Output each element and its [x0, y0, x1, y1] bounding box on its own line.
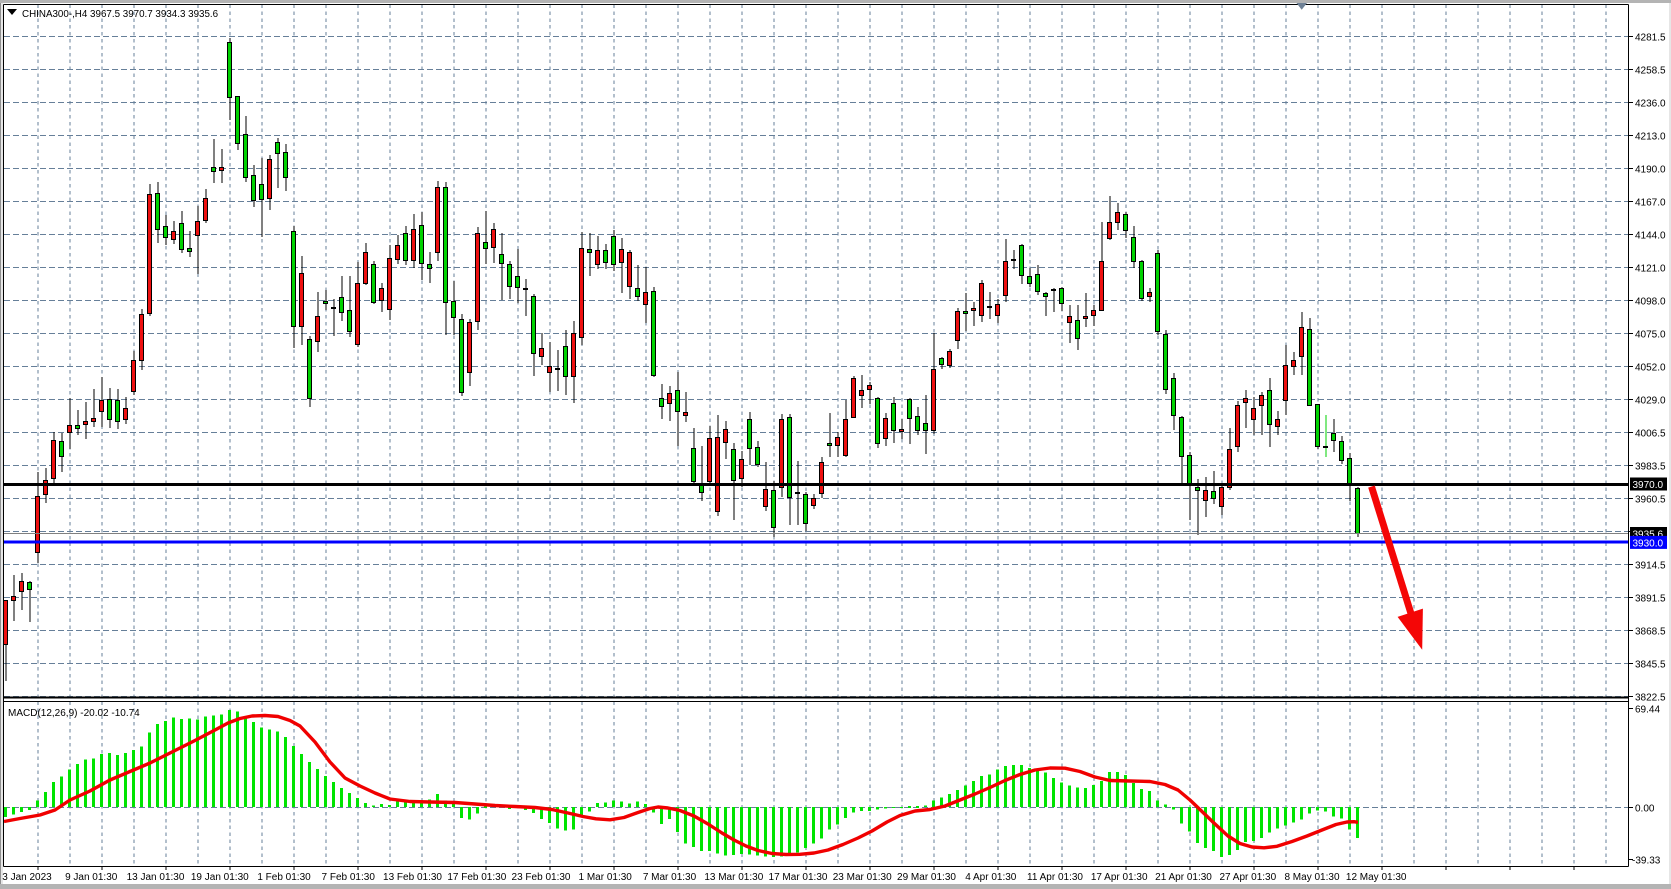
- svg-text:3983.5: 3983.5: [1635, 462, 1666, 473]
- svg-text:23 Mar 01:30: 23 Mar 01:30: [833, 872, 892, 883]
- svg-text:8 May 01:30: 8 May 01:30: [1284, 872, 1339, 883]
- svg-text:7 Feb 01:30: 7 Feb 01:30: [322, 872, 376, 883]
- svg-text:1 Feb 01:30: 1 Feb 01:30: [257, 872, 311, 883]
- svg-text:13 Jan 01:30: 13 Jan 01:30: [127, 872, 185, 883]
- svg-text:17 Apr 01:30: 17 Apr 01:30: [1091, 872, 1148, 883]
- svg-text:3845.5: 3845.5: [1635, 660, 1666, 671]
- svg-text:4006.5: 4006.5: [1635, 429, 1666, 440]
- svg-text:3935.6: 3935.6: [1633, 530, 1664, 541]
- svg-text:3822.5: 3822.5: [1635, 693, 1666, 704]
- svg-text:4052.0: 4052.0: [1635, 363, 1666, 374]
- svg-text:11 Apr 01:30: 11 Apr 01:30: [1027, 872, 1083, 883]
- svg-text:3960.5: 3960.5: [1635, 495, 1666, 506]
- svg-text:MACD(12,26,9) -20.02 -10.74: MACD(12,26,9) -20.02 -10.74: [8, 708, 140, 719]
- svg-text:4 Apr 01:30: 4 Apr 01:30: [965, 872, 1017, 883]
- svg-text:17 Feb 01:30: 17 Feb 01:30: [447, 872, 506, 883]
- svg-text:1 Mar 01:30: 1 Mar 01:30: [579, 872, 633, 883]
- svg-text:3970.0: 3970.0: [1633, 480, 1664, 491]
- svg-text:4258.5: 4258.5: [1635, 66, 1666, 77]
- svg-text:4098.0: 4098.0: [1635, 297, 1666, 308]
- svg-text:13 Feb 01:30: 13 Feb 01:30: [383, 872, 442, 883]
- svg-text:3891.5: 3891.5: [1635, 594, 1666, 605]
- svg-text:12 May 01:30: 12 May 01:30: [1346, 872, 1407, 883]
- svg-text:4281.5: 4281.5: [1635, 33, 1666, 44]
- svg-text:23 Feb 01:30: 23 Feb 01:30: [512, 872, 571, 883]
- svg-text:17 Mar 01:30: 17 Mar 01:30: [769, 872, 828, 883]
- svg-text:4075.0: 4075.0: [1635, 330, 1666, 341]
- svg-text:-39.33: -39.33: [1632, 856, 1661, 867]
- svg-text:4236.0: 4236.0: [1635, 99, 1666, 110]
- svg-text:0.00: 0.00: [1635, 804, 1655, 815]
- svg-text:69.44: 69.44: [1635, 705, 1660, 716]
- svg-text:19 Jan 01:30: 19 Jan 01:30: [191, 872, 249, 883]
- svg-text:27 Apr 01:30: 27 Apr 01:30: [1219, 872, 1276, 883]
- svg-text:4121.0: 4121.0: [1635, 264, 1666, 275]
- svg-text:3914.5: 3914.5: [1635, 561, 1666, 572]
- svg-text:9 Jan 01:30: 9 Jan 01:30: [65, 872, 118, 883]
- svg-text:3930.0: 3930.0: [1633, 538, 1664, 549]
- svg-text:13 Mar 01:30: 13 Mar 01:30: [704, 872, 763, 883]
- svg-text:4029.0: 4029.0: [1635, 396, 1666, 407]
- svg-text:CHINA300-,H4 3967.5 3970.7 39: CHINA300-,H4 3967.5 3970.7 3934.3 3935.6: [22, 9, 219, 20]
- svg-text:4190.0: 4190.0: [1635, 165, 1666, 176]
- svg-text:4167.0: 4167.0: [1635, 198, 1666, 209]
- svg-text:21 Apr 01:30: 21 Apr 01:30: [1155, 872, 1212, 883]
- svg-text:7 Mar 01:30: 7 Mar 01:30: [643, 872, 697, 883]
- svg-text:3 Jan 2023: 3 Jan 2023: [2, 872, 52, 883]
- svg-text:29 Mar 01:30: 29 Mar 01:30: [897, 872, 956, 883]
- svg-text:3868.5: 3868.5: [1635, 627, 1666, 638]
- svg-text:4213.0: 4213.0: [1635, 132, 1666, 143]
- svg-text:4144.0: 4144.0: [1635, 231, 1666, 242]
